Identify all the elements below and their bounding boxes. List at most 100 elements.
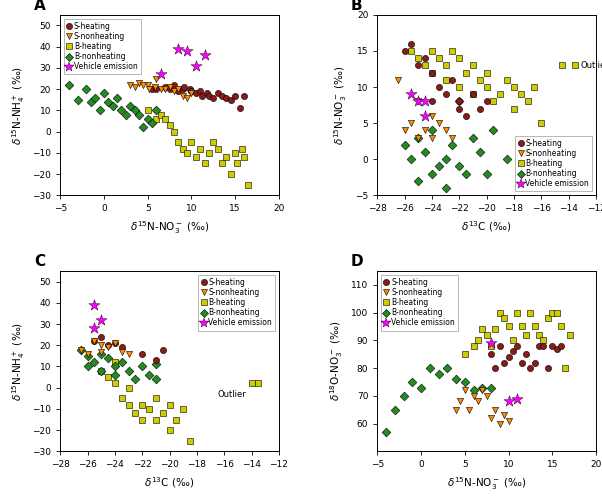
Point bbox=[150, 83, 160, 91]
Legend: S-heating, S-nonheating, B-heating, B-nonheating, Vehicle emission: S-heating, S-nonheating, B-heating, B-no… bbox=[64, 19, 141, 74]
Point bbox=[552, 309, 562, 316]
Point bbox=[509, 83, 519, 91]
Point bbox=[427, 68, 437, 76]
Point bbox=[521, 331, 531, 339]
Point bbox=[144, 371, 154, 379]
Point bbox=[231, 92, 240, 100]
Point bbox=[543, 314, 553, 322]
Point bbox=[560, 364, 570, 372]
Point bbox=[110, 379, 120, 387]
Y-axis label: $\delta^{15}$N-NO$_3^-$ (‰): $\delta^{15}$N-NO$_3^-$ (‰) bbox=[333, 65, 349, 145]
Point bbox=[473, 336, 483, 344]
Point bbox=[185, 437, 195, 445]
Point bbox=[222, 94, 231, 102]
Point bbox=[473, 397, 483, 405]
Text: C: C bbox=[34, 254, 45, 269]
Point bbox=[452, 406, 461, 414]
Point bbox=[414, 133, 423, 141]
Point bbox=[512, 309, 522, 316]
Point bbox=[90, 301, 99, 309]
Point bbox=[202, 89, 212, 97]
Point bbox=[499, 314, 509, 322]
Point bbox=[200, 51, 209, 59]
Point bbox=[416, 383, 426, 391]
Point bbox=[486, 339, 496, 347]
Point bbox=[110, 363, 120, 371]
Point bbox=[406, 40, 416, 48]
Point bbox=[512, 342, 522, 350]
Point bbox=[508, 336, 518, 344]
Point bbox=[399, 392, 408, 400]
Point bbox=[460, 378, 470, 386]
Point bbox=[535, 331, 544, 339]
Point bbox=[195, 87, 205, 95]
X-axis label: $\delta^{15}$N-NO$_3^-$ (‰): $\delta^{15}$N-NO$_3^-$ (‰) bbox=[129, 219, 209, 236]
Point bbox=[469, 342, 479, 350]
Point bbox=[390, 406, 400, 414]
Point bbox=[90, 94, 100, 102]
Point bbox=[253, 379, 263, 387]
Point bbox=[96, 350, 106, 358]
Point bbox=[455, 98, 464, 106]
Point bbox=[104, 98, 113, 106]
Point bbox=[95, 107, 104, 115]
Point bbox=[237, 145, 247, 153]
Legend: S-heating, S-nonheating, B-heating, B-nonheating, Vehicle emission: S-heating, S-nonheating, B-heating, B-no… bbox=[198, 275, 275, 330]
Point bbox=[441, 76, 450, 84]
Point bbox=[475, 105, 485, 113]
Point bbox=[482, 170, 491, 178]
Point bbox=[110, 339, 120, 347]
Point bbox=[502, 76, 512, 84]
Point bbox=[158, 346, 167, 354]
Point bbox=[110, 371, 120, 379]
Point bbox=[124, 350, 134, 358]
Point bbox=[151, 361, 161, 369]
Point bbox=[179, 83, 189, 91]
Point bbox=[482, 392, 491, 400]
Point bbox=[420, 126, 430, 134]
Point bbox=[143, 115, 152, 123]
Point bbox=[173, 85, 183, 93]
Point bbox=[165, 83, 175, 91]
Point bbox=[64, 81, 74, 89]
Point bbox=[76, 346, 85, 354]
Point bbox=[427, 112, 437, 120]
Point bbox=[456, 397, 465, 405]
Point bbox=[187, 138, 196, 146]
Point bbox=[565, 331, 574, 339]
Point bbox=[137, 416, 147, 424]
Point bbox=[187, 89, 196, 97]
Point bbox=[509, 105, 519, 113]
Point bbox=[420, 54, 430, 62]
Point bbox=[138, 81, 148, 89]
Point bbox=[427, 126, 437, 134]
Point bbox=[539, 336, 548, 344]
Point bbox=[434, 162, 444, 170]
Point bbox=[125, 102, 135, 110]
Point bbox=[208, 94, 218, 102]
Point bbox=[539, 342, 548, 350]
Point bbox=[526, 364, 535, 372]
Point bbox=[434, 83, 444, 91]
Point bbox=[530, 322, 539, 330]
Point bbox=[489, 98, 498, 106]
Point bbox=[508, 348, 518, 356]
Point bbox=[512, 395, 522, 403]
Point bbox=[427, 170, 437, 178]
Point bbox=[247, 379, 256, 387]
Point bbox=[96, 367, 106, 374]
Point bbox=[414, 54, 423, 62]
Point bbox=[134, 79, 144, 87]
Point bbox=[427, 47, 437, 55]
Point bbox=[134, 111, 144, 119]
Point bbox=[495, 309, 504, 316]
Point bbox=[235, 104, 244, 112]
Point bbox=[110, 339, 120, 347]
Point bbox=[204, 92, 214, 100]
Y-axis label: $\delta^{15}$N-NH$_4^+$ (‰): $\delta^{15}$N-NH$_4^+$ (‰) bbox=[10, 65, 26, 145]
Point bbox=[536, 119, 546, 127]
Text: B: B bbox=[351, 0, 362, 13]
Point bbox=[526, 309, 535, 316]
Point bbox=[178, 92, 187, 100]
Point bbox=[460, 386, 470, 394]
